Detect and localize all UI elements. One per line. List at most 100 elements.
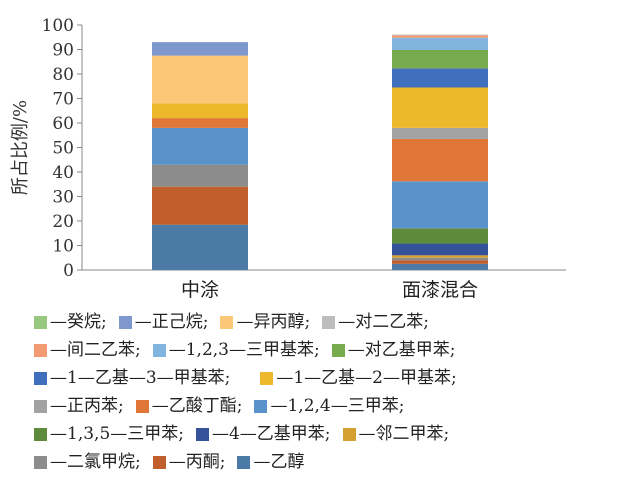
legend-label: —癸烷; <box>50 312 107 332</box>
legend-label: —1—乙基—3—甲基苯; <box>50 368 231 388</box>
legend-item: —4—乙基甲苯; <box>195 424 331 444</box>
legend-item: —丙酮; <box>152 452 226 472</box>
legend-item: —间二乙苯; <box>34 340 141 360</box>
bar-segment <box>152 118 248 128</box>
legend-label: —间二乙苯; <box>50 340 141 360</box>
bar-segment <box>152 164 248 187</box>
legend-item: —乙酸丁酯; <box>135 396 243 416</box>
legend-swatch <box>342 427 356 441</box>
legend-swatch <box>195 427 209 441</box>
x-tick-label: 中涂 <box>181 279 219 301</box>
legend-label: —二氯甲烷; <box>50 452 141 472</box>
legend-label: —正己烷; <box>134 312 209 332</box>
y-tick-label: 50 <box>52 139 74 159</box>
y-tick-label: 60 <box>52 114 74 134</box>
y-tick-label: 90 <box>52 41 74 61</box>
legend-swatch <box>118 315 132 329</box>
legend-item: —二氯甲烷; <box>34 452 141 472</box>
y-tick-label: 70 <box>52 90 74 110</box>
bar-segment <box>392 127 488 139</box>
legend-swatch <box>34 399 47 413</box>
bar-segment <box>392 243 488 256</box>
legend-swatch <box>322 315 336 329</box>
y-tick-label: 10 <box>52 237 74 257</box>
bar-segment <box>392 87 488 128</box>
bar-segment <box>152 103 248 119</box>
bar-segment <box>392 263 488 270</box>
legend-label: —1—乙基—2—甲基苯; <box>276 368 457 388</box>
legend-swatch <box>34 343 47 357</box>
legend-swatch <box>254 399 268 413</box>
legend-item: —1,3,5—三甲苯; <box>34 424 184 444</box>
legend-item: —对乙基甲苯; <box>331 340 456 360</box>
legend-swatch <box>34 455 47 469</box>
legend-item: —1,2,3—三甲基苯; <box>152 340 320 360</box>
legend-label: —1,2,3—三甲基苯; <box>168 340 320 360</box>
bar-segment <box>152 224 248 270</box>
bars <box>152 34 488 270</box>
bar-segment <box>152 127 248 165</box>
x-axis: 中涂 面漆混合 <box>82 269 566 301</box>
legend-label: —1,3,5—三甲苯; <box>50 424 184 444</box>
legend-item: —1—乙基—2—甲基苯; <box>260 368 457 388</box>
legend: —癸烷; —正己烷; —异丙醇; —对二乙苯; —间二乙苯; —1,2,3—三甲基苯; —对… <box>34 308 614 476</box>
legend-swatch <box>34 371 47 385</box>
legend-label: —异丙醇; <box>236 312 311 332</box>
legend-label: —对二乙苯; <box>338 312 429 332</box>
y-tick-label: 30 <box>52 188 74 208</box>
bar-segment <box>392 257 488 261</box>
legend-swatch <box>220 315 234 329</box>
legend-swatch <box>331 343 345 357</box>
x-tick-label: 面漆混合 <box>402 279 478 301</box>
bar-segment <box>392 181 488 229</box>
legend-row: —1—乙基—3—甲基苯; —1—乙基—2—甲基苯; <box>34 364 614 392</box>
bar-segment <box>392 138 488 182</box>
bar-segment <box>392 34 488 36</box>
legend-item: —1—乙基—3—甲基苯; <box>34 368 230 388</box>
y-tick-label: 80 <box>52 65 74 85</box>
bar-segment <box>392 49 488 69</box>
legend-row: —间二乙苯; —1,2,3—三甲基苯; —对乙基甲苯; <box>34 336 614 364</box>
legend-label: —4—乙基甲苯; <box>211 424 331 444</box>
legend-swatch <box>237 455 251 469</box>
y-axis-title: 所占比例/% <box>10 100 31 195</box>
legend-swatch <box>152 343 166 357</box>
legend-label: —乙酸丁酯; <box>151 396 243 416</box>
legend-item: —异丙醇; <box>220 312 310 332</box>
y-tick-label: 40 <box>52 163 74 183</box>
bar-segment <box>392 68 488 88</box>
legend-item: —癸烷; <box>34 312 107 332</box>
legend-item: —正己烷; <box>118 312 209 332</box>
legend-item: —正丙苯; <box>34 396 124 416</box>
bar-segment <box>152 186 248 225</box>
y-axis: 0 10 20 30 40 50 60 70 80 90 100 <box>42 16 83 281</box>
legend-label: —丙酮; <box>168 452 226 472</box>
legend-label: —正丙苯; <box>50 396 124 416</box>
bar-segment <box>392 37 488 50</box>
legend-row: —癸烷; —正己烷; —异丙醇; —对二乙苯; <box>34 308 614 336</box>
bar-segment <box>392 35 488 38</box>
legend-swatch <box>152 455 166 469</box>
legend-item: —乙醇 <box>237 452 304 472</box>
bar-segment <box>392 255 488 258</box>
legend-item: —对二乙苯; <box>322 312 429 332</box>
legend-label: —乙醇 <box>253 452 305 472</box>
stacked-bar-chart: 0 10 20 30 40 50 60 70 80 90 100 中涂 面漆混合 所占比例/% <box>10 16 566 301</box>
bar-segment <box>392 228 488 244</box>
bar-segment <box>152 55 248 104</box>
y-tick-label: 0 <box>63 261 74 281</box>
y-tick-label: 100 <box>42 16 74 36</box>
legend-row: —二氯甲烷; —丙酮; —乙醇 <box>34 448 614 476</box>
legend-item: —1,2,4—三甲苯; <box>254 396 404 416</box>
legend-swatch <box>34 427 47 441</box>
legend-label: —邻二甲苯; <box>358 424 450 444</box>
legend-swatch <box>135 399 149 413</box>
y-tick-label: 20 <box>52 212 74 232</box>
legend-swatch <box>34 315 47 329</box>
legend-item: —邻二甲苯; <box>342 424 450 444</box>
bar-segment <box>392 260 488 264</box>
legend-row: —正丙苯; —乙酸丁酯; —1,2,4—三甲苯; <box>34 392 614 420</box>
legend-row: —1,3,5—三甲苯; —4—乙基甲苯; —邻二甲苯; <box>34 420 614 448</box>
legend-label: —对乙基甲苯; <box>347 340 456 360</box>
legend-swatch <box>260 371 274 385</box>
